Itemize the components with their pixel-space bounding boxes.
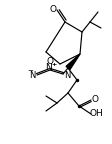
Text: O: O — [49, 5, 56, 15]
Text: N: N — [63, 71, 70, 79]
Text: O: O — [91, 95, 98, 105]
Text: O: O — [46, 57, 53, 67]
Text: −: − — [27, 68, 33, 74]
Text: N: N — [45, 64, 52, 72]
Text: OH: OH — [88, 109, 102, 119]
Polygon shape — [66, 54, 79, 70]
Text: +: + — [51, 62, 56, 68]
Text: N: N — [29, 72, 36, 80]
